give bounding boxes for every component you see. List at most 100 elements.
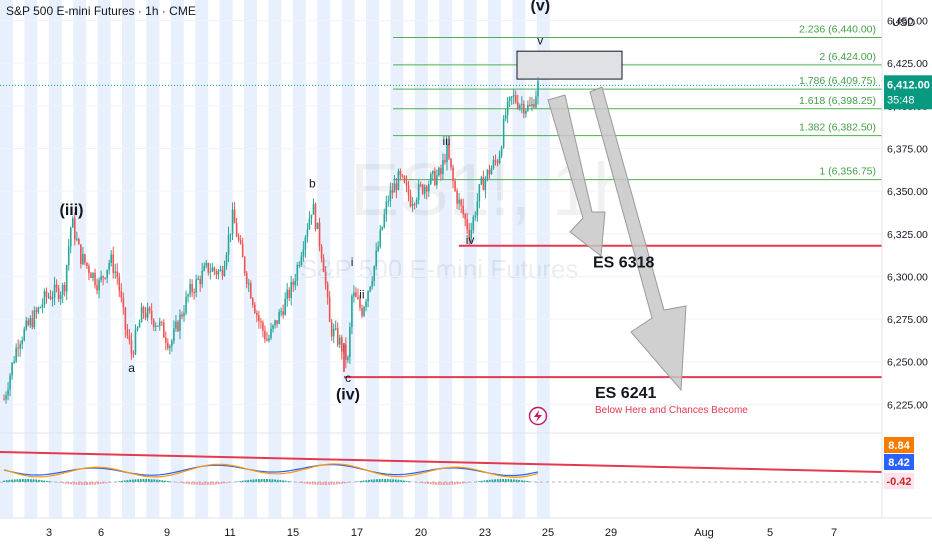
- candle-body: [218, 271, 220, 275]
- lightning-icon: [530, 408, 547, 425]
- candle-body: [515, 95, 517, 102]
- x-tick-label: 3: [46, 527, 52, 539]
- histogram-bar: [274, 479, 276, 482]
- histogram-bar: [497, 479, 499, 482]
- histogram-bar: [312, 482, 314, 484]
- histogram-bar: [143, 479, 145, 482]
- histogram-bar: [202, 482, 204, 485]
- histogram-bar: [500, 479, 502, 482]
- candle-body: [104, 278, 106, 279]
- candle-body: [106, 270, 108, 278]
- price-axis[interactable]: USD6,225.006,250.006,275.006,300.006,325…: [882, 0, 932, 518]
- histogram-bar: [494, 479, 496, 482]
- candle-body: [527, 105, 529, 111]
- histogram-bar: [395, 480, 397, 482]
- candle-body: [118, 277, 120, 291]
- candle-body: [525, 111, 527, 114]
- candle-body: [7, 390, 9, 396]
- candle-body: [406, 182, 408, 185]
- candle-body: [432, 171, 434, 174]
- candle-body: [56, 285, 58, 288]
- candle-body: [371, 281, 373, 287]
- candle-body: [501, 147, 503, 156]
- histogram-bar: [443, 482, 445, 485]
- candle-body: [505, 115, 507, 119]
- candle-body: [392, 190, 394, 192]
- target-note: Below Here and Chances Become: [595, 405, 748, 416]
- candle-body: [159, 322, 161, 327]
- candle-body: [327, 284, 329, 297]
- candle-body: [383, 214, 385, 227]
- histogram-bar: [81, 482, 83, 485]
- histogram-bar: [17, 479, 19, 482]
- candle-body: [254, 305, 256, 313]
- histogram-bar: [416, 482, 418, 483]
- histogram-bar: [379, 479, 381, 482]
- session-band: [244, 0, 257, 518]
- histogram-bar: [135, 479, 137, 482]
- histogram-bar: [301, 482, 303, 483]
- histogram-bar: [363, 481, 365, 482]
- candle-body: [153, 320, 155, 327]
- candle-body: [452, 168, 454, 181]
- candle-body: [426, 187, 428, 192]
- candle-body: [410, 196, 412, 206]
- candle-body: [519, 105, 521, 108]
- candle-body: [365, 301, 367, 307]
- candle-body: [145, 313, 147, 317]
- candle-body: [329, 297, 331, 322]
- candle-body: [379, 230, 381, 247]
- histogram-bar: [100, 482, 102, 484]
- candle-body: [493, 160, 495, 168]
- histogram-bar: [65, 482, 67, 484]
- histogram-bar: [226, 482, 228, 483]
- histogram-bar: [449, 482, 451, 485]
- candle-body: [27, 321, 29, 325]
- histogram-bar: [6, 480, 8, 482]
- histogram-bar: [317, 482, 319, 485]
- candle-body: [529, 105, 531, 106]
- histogram-bar: [459, 482, 461, 484]
- watermark-name: S&P 500 E-mini Futures: [300, 254, 578, 284]
- candle-body: [268, 338, 270, 340]
- histogram-bar: [38, 480, 40, 482]
- histogram-bar: [432, 482, 434, 485]
- histogram-bar: [86, 482, 88, 485]
- histogram-bar: [384, 479, 386, 482]
- candle-body: [155, 326, 157, 327]
- histogram-bar: [344, 482, 346, 483]
- candle-body: [248, 283, 250, 284]
- candle-body: [341, 338, 343, 352]
- candle-body: [32, 318, 34, 327]
- candle-body: [292, 282, 294, 285]
- candle-body: [40, 307, 42, 308]
- histogram-bar: [513, 479, 515, 482]
- histogram-bar: [92, 482, 94, 485]
- histogram-bar: [153, 479, 155, 482]
- histogram-bar: [253, 479, 255, 482]
- candle-body: [210, 272, 212, 273]
- histogram-bar: [339, 482, 341, 484]
- histogram-bar: [341, 482, 343, 484]
- session-band: [0, 0, 13, 518]
- histogram-bar: [435, 482, 437, 485]
- histogram-bar: [349, 482, 351, 483]
- candle-body: [319, 223, 321, 247]
- candle-body: [503, 119, 505, 147]
- histogram-bar: [70, 482, 72, 484]
- candle-body: [412, 204, 414, 206]
- histogram-bar: [502, 479, 504, 482]
- fib-label: 2 (6,424.00): [819, 51, 876, 63]
- histogram-bar: [30, 479, 32, 482]
- histogram-bar: [314, 482, 316, 485]
- histogram-bar: [196, 482, 198, 485]
- y-tick-label: 6,325.00: [887, 229, 928, 241]
- candle-body: [507, 101, 509, 115]
- candle-body: [481, 177, 483, 184]
- histogram-bar: [25, 479, 27, 482]
- wave-label: iv: [466, 233, 475, 247]
- candle-body: [220, 270, 222, 271]
- histogram-bar: [210, 482, 212, 485]
- candle-body: [311, 215, 313, 219]
- session-band: [195, 0, 208, 518]
